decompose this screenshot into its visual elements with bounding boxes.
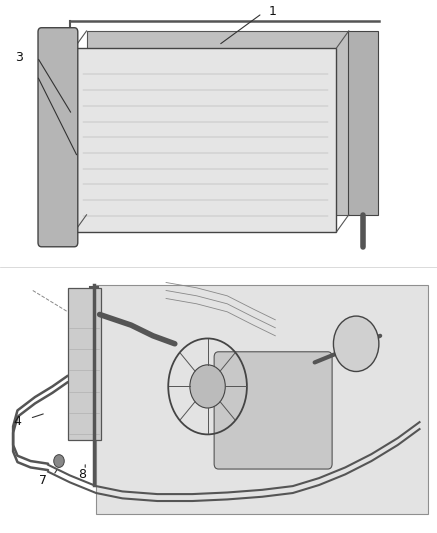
Circle shape	[54, 455, 64, 467]
FancyBboxPatch shape	[214, 352, 332, 469]
Circle shape	[190, 365, 225, 408]
FancyBboxPatch shape	[96, 285, 428, 514]
Circle shape	[333, 316, 379, 372]
FancyBboxPatch shape	[87, 31, 349, 215]
Text: 7: 7	[39, 474, 47, 487]
Text: 8: 8	[78, 468, 86, 481]
Text: 4: 4	[13, 415, 21, 427]
FancyBboxPatch shape	[74, 48, 336, 232]
Text: 3: 3	[15, 51, 23, 63]
FancyBboxPatch shape	[348, 31, 378, 215]
FancyBboxPatch shape	[38, 28, 78, 247]
Text: 1: 1	[269, 5, 277, 18]
FancyBboxPatch shape	[68, 288, 101, 440]
